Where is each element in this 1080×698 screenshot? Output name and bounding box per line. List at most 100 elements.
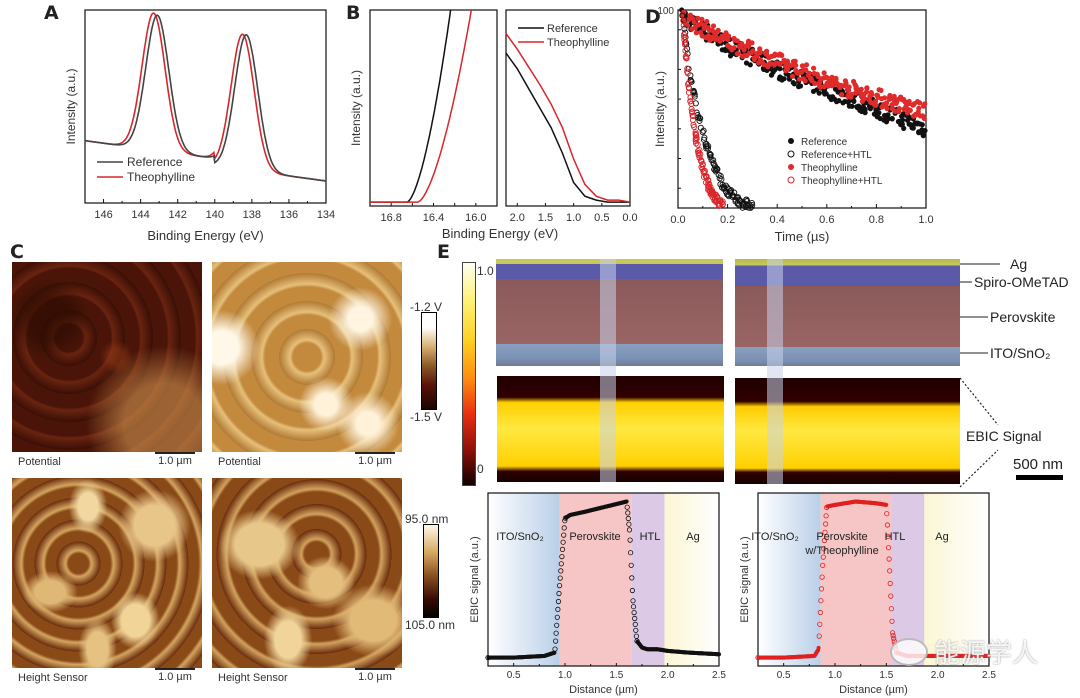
data-point-theophylline (715, 27, 721, 33)
profile-point (560, 539, 566, 545)
x-tick-label: 144 (131, 209, 149, 221)
y-tick-label: 100 (657, 6, 674, 17)
data-point-reference (781, 76, 787, 82)
x-tick-label: 16.4 (423, 212, 444, 224)
data-point-theophylline (910, 102, 917, 108)
region-2 (891, 493, 925, 666)
x-tick-label: 2.5 (712, 670, 726, 681)
data-point-theophylline-htl (692, 138, 699, 145)
data-point-theophylline-htl (688, 105, 695, 113)
profile-point (630, 598, 636, 604)
data-point-reference-htl (681, 25, 688, 32)
data-point-theophylline (734, 38, 740, 44)
plot-frame (757, 492, 990, 667)
profile-point (625, 515, 631, 522)
profile-point (557, 583, 563, 589)
data-point-reference-htl (705, 143, 712, 150)
data-point-theophylline (829, 83, 835, 89)
profile-point (887, 580, 893, 587)
x-tick-label: 2.5 (982, 670, 996, 681)
region-0 (488, 493, 560, 666)
data-point-theophylline-htl (693, 132, 700, 139)
x-tick-label: 134 (317, 209, 335, 221)
data-point-reference (791, 81, 797, 87)
chart-b-ups: 16.8 16.4 16.0 2.0 1.5 1.0 0.5 0.0 Binding Energ… (349, 9, 638, 241)
data-point-reference (901, 125, 907, 131)
region-label-htl: HTL (640, 531, 661, 543)
data-point-reference (862, 110, 868, 116)
scalebar-label: 1.0 µm (158, 671, 192, 683)
data-point-theophylline (749, 40, 755, 46)
caption-potential-ref: Potential (18, 456, 61, 468)
x-axis-label: Binding Energy (eV) (442, 226, 558, 241)
data-point-theophylline (812, 80, 818, 86)
data-point-reference (899, 117, 906, 123)
data-point-theophylline-htl (681, 33, 688, 41)
profile-point (554, 622, 560, 628)
x-tick-label: 0.2 (720, 214, 735, 226)
data-point-theophylline (803, 67, 809, 73)
data-point-reference (919, 122, 925, 128)
profile-point (891, 635, 897, 641)
data-point-reference-htl (691, 91, 698, 98)
data-point-theophylline (681, 9, 687, 15)
data-point-theophylline-htl (683, 55, 690, 62)
profile-point (987, 653, 991, 658)
data-point-reference-htl (713, 165, 720, 172)
profile-point (887, 568, 893, 574)
layer-label-perovskite: Perovskite (990, 309, 1056, 325)
data-point-reference-htl (699, 129, 706, 136)
height-colorbar-top: 95.0 nm (405, 512, 449, 526)
region-label-perovskite: Perovskite (816, 531, 867, 543)
data-point-reference (816, 90, 822, 96)
region-0 (758, 493, 821, 666)
profile-point (889, 618, 895, 624)
data-point-theophylline (864, 89, 870, 95)
profile-point (633, 627, 639, 633)
data-point-theophylline (803, 62, 810, 68)
data-point-reference (823, 91, 829, 97)
data-point-theophylline (907, 107, 913, 113)
data-point-theophylline-htl (709, 189, 716, 197)
profile-point (820, 562, 826, 568)
data-point-theophylline (873, 98, 879, 104)
linescan-stripe-theophylline (767, 259, 783, 484)
region-label-ag: Ag (686, 531, 699, 543)
kpfm-image-theophylline (212, 262, 402, 452)
x-tick-label: 0.6 (819, 214, 834, 226)
x-tick-label: 0.0 (622, 212, 637, 224)
data-point-theophylline (705, 33, 711, 39)
scalebar-500nm-label: 500 nm (1013, 456, 1064, 473)
series-line-reference (370, 10, 452, 203)
scalebar-label: 1.0 µm (158, 455, 192, 467)
dotted-leader-top (959, 377, 999, 426)
data-point-reference (747, 62, 753, 68)
data-point-theophylline (750, 48, 756, 54)
legend-marker (787, 176, 795, 184)
scalebar-500nm (1016, 475, 1063, 480)
data-point-reference (884, 116, 891, 122)
y-axis-label: Intensity (a.u.) (653, 71, 667, 147)
profile-point (823, 521, 829, 527)
data-point-theophylline (739, 42, 745, 48)
region-label-ito: ITO/SnO₂ (751, 531, 798, 543)
layer-leader-lines (959, 263, 1000, 488)
profile-point (561, 532, 567, 538)
data-point-theophylline (882, 95, 888, 101)
data-point-theophylline (802, 78, 808, 84)
y-axis-label: Intensity (a.u.) (349, 70, 363, 146)
ebic-colorbar-bottom: 0 (477, 462, 484, 476)
profile-point (823, 513, 829, 519)
scalebar-height-ref: 1.0 µm (155, 668, 195, 683)
data-point-reference-htl (697, 115, 704, 122)
region-1 (559, 493, 632, 666)
data-point-reference-htl (696, 117, 703, 124)
data-point-theophylline (693, 30, 699, 36)
ebic-colorbar-top: 1.0 (477, 264, 494, 278)
profile-point (558, 561, 564, 567)
scalebar-potential-theo: 1.0 µm (355, 452, 395, 467)
region-3 (924, 493, 989, 666)
data-point-reference-htl (748, 199, 755, 207)
data-point-theophylline (699, 16, 705, 22)
ebic-signal-label: EBIC Signal (966, 428, 1042, 444)
